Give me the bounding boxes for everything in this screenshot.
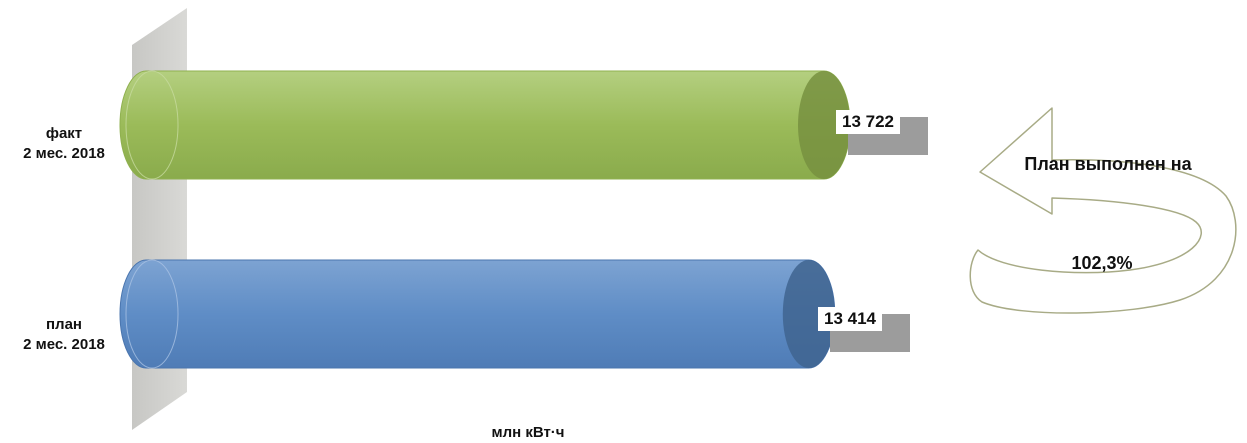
unit-label: млн кВт·ч [491,424,565,441]
bar-fact-inner-curve [125,70,179,180]
bar-plan-inner-curve [125,259,179,369]
category-label-fact: факт 2 мес. 2018 [0,124,134,164]
callout-title: План выполнен на [1024,154,1192,174]
value-label-plan: 13 414 [818,307,882,331]
circular-arrow-icon [969,107,1237,314]
bar-plan [119,259,836,369]
bar-fact-body [119,70,851,180]
category-label-fact-line1: факт [45,125,83,142]
value-label-fact: 13 722 [836,110,900,134]
category-label-plan: план 2 мес. 2018 [0,315,134,355]
category-label-fact-line2: 2 мес. 2018 [23,145,105,162]
category-label-plan-line1: план [46,316,82,333]
bar-fact [119,70,851,180]
bar-plan-body [119,259,836,369]
category-label-plan-line2: 2 мес. 2018 [23,336,105,353]
bar-plan-cap [782,260,835,368]
callout-value: 102,3% [1071,253,1133,273]
bar-fact-cap [798,71,850,179]
